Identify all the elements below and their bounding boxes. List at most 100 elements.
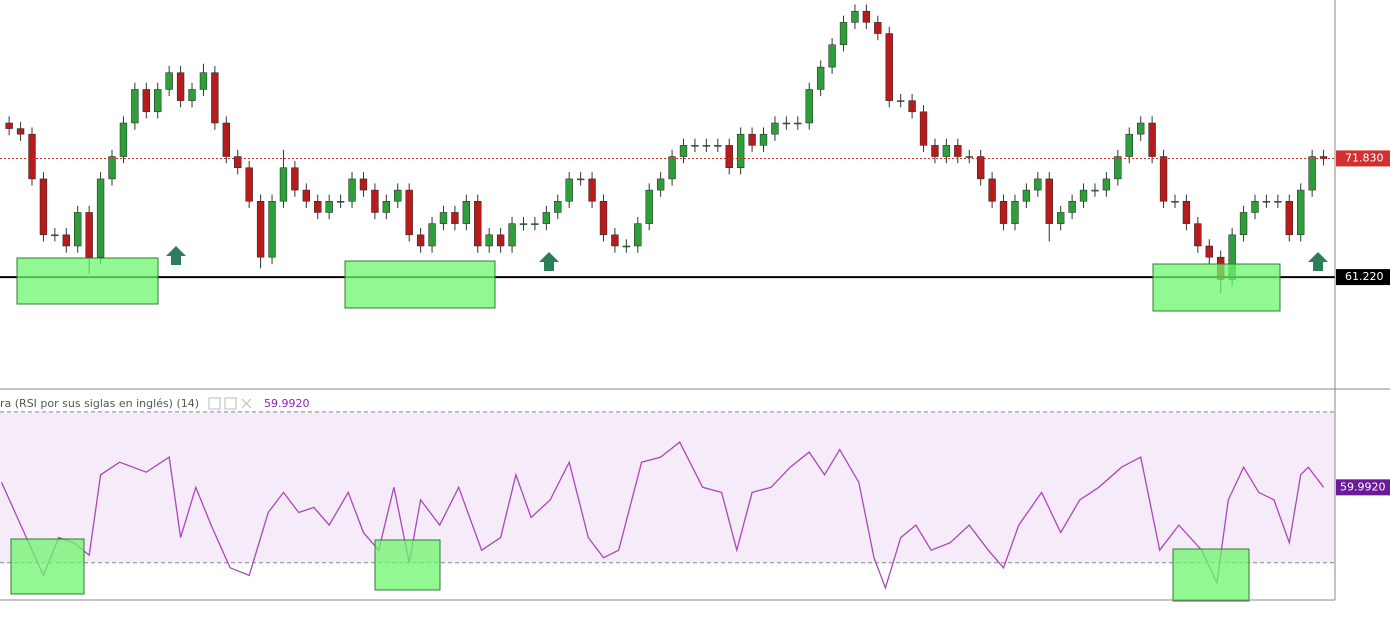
candle-body (771, 122, 779, 135)
candle-body (62, 234, 70, 247)
candle-body (108, 156, 116, 180)
candle-body (485, 234, 493, 247)
candle-body (565, 178, 573, 202)
candle-body (165, 72, 173, 90)
candle-body (588, 178, 596, 202)
candle-body (554, 201, 562, 213)
value-tag (1336, 479, 1390, 496)
candle-body (245, 167, 253, 202)
highlight-box (344, 260, 496, 309)
candle-body (74, 212, 82, 247)
candle-body (1068, 201, 1076, 213)
candle-body (199, 72, 208, 90)
candle-body (142, 89, 150, 113)
candle-body (1091, 189, 1099, 192)
candle-body (862, 10, 871, 23)
candle-body (291, 167, 299, 191)
candle-body (1319, 156, 1328, 160)
candle-body (851, 10, 859, 23)
candle-body (714, 145, 722, 147)
candle-body (874, 22, 882, 34)
candle-body (782, 122, 791, 125)
arrow-up (166, 246, 186, 265)
candle-body (828, 44, 836, 68)
candle-body (268, 201, 276, 258)
candle-body (1285, 201, 1293, 236)
candle-body (976, 156, 985, 180)
candle-body (885, 33, 893, 101)
candle-body (794, 122, 802, 125)
candle-body (474, 201, 482, 247)
candle-body (1057, 212, 1065, 224)
candle-body (736, 133, 745, 168)
icon[interactable] (208, 397, 221, 410)
candle-body (1034, 178, 1042, 191)
arrow-up (539, 252, 559, 271)
candle-body (16, 128, 25, 135)
candle-body (725, 145, 733, 168)
candle-body (348, 178, 356, 202)
candle-body (519, 223, 528, 225)
candle-body (988, 178, 996, 202)
rsi-line (0, 441, 1325, 590)
icon[interactable] (241, 398, 252, 409)
candle-body (1262, 201, 1271, 203)
price-tag-label: 71.830 (1345, 151, 1384, 164)
mark-layer (0, 4, 1335, 590)
candle-body (999, 201, 1008, 224)
candle-body (1194, 223, 1202, 247)
candle-body (1125, 133, 1133, 157)
candle-body (51, 234, 59, 237)
candle-body (599, 201, 608, 236)
candle-body (1137, 122, 1145, 135)
candle-body (336, 201, 345, 203)
candle-body (1297, 189, 1305, 236)
axis-layer: 61.220 71.830 59.9920 (1336, 150, 1390, 496)
indicator-value: 59.9920 (264, 397, 310, 410)
candle-body (371, 189, 379, 213)
candle-body (1171, 201, 1179, 203)
candle-body (279, 167, 288, 202)
icon[interactable] (224, 397, 237, 410)
candle-body (394, 189, 402, 202)
value-tag-label: 59.9920 (1340, 480, 1386, 493)
price-tag (1336, 269, 1390, 286)
candle-body (234, 156, 242, 168)
candle-body (5, 122, 13, 129)
candle-body (1102, 178, 1111, 191)
price-tag (1336, 150, 1390, 167)
candle-body (1159, 156, 1168, 202)
arrow-up (1308, 252, 1328, 271)
candle-body (954, 145, 962, 157)
candle-body (679, 145, 688, 157)
indicator-title: ra (RSI por sus siglas en inglés) (14) (0, 397, 199, 410)
candle-body (896, 100, 905, 102)
band-fill (0, 411, 1335, 563)
candle-body (302, 189, 310, 202)
annotations (10, 246, 1328, 602)
candle-body (1011, 201, 1019, 224)
candle-body (1251, 201, 1259, 213)
highlight-box (16, 257, 159, 305)
candle-body (1022, 189, 1031, 202)
candle-body (188, 89, 196, 101)
candle-body (702, 145, 711, 147)
highlight-box (1172, 548, 1250, 602)
candle-body (359, 178, 368, 191)
candle-body (748, 133, 756, 146)
candle-body (1045, 178, 1053, 224)
candle-body (256, 201, 265, 258)
candle-body (611, 234, 619, 247)
candle-body (691, 145, 699, 147)
candle-body (416, 234, 425, 247)
candle-body (428, 223, 436, 247)
highlight-box (10, 538, 85, 595)
candle-body (919, 111, 928, 146)
candle-body (222, 122, 230, 157)
candle-body (85, 212, 93, 258)
candle-body (405, 189, 413, 236)
candle-body (1114, 156, 1122, 180)
candle-body (805, 89, 813, 124)
candle-body (1205, 245, 1213, 258)
